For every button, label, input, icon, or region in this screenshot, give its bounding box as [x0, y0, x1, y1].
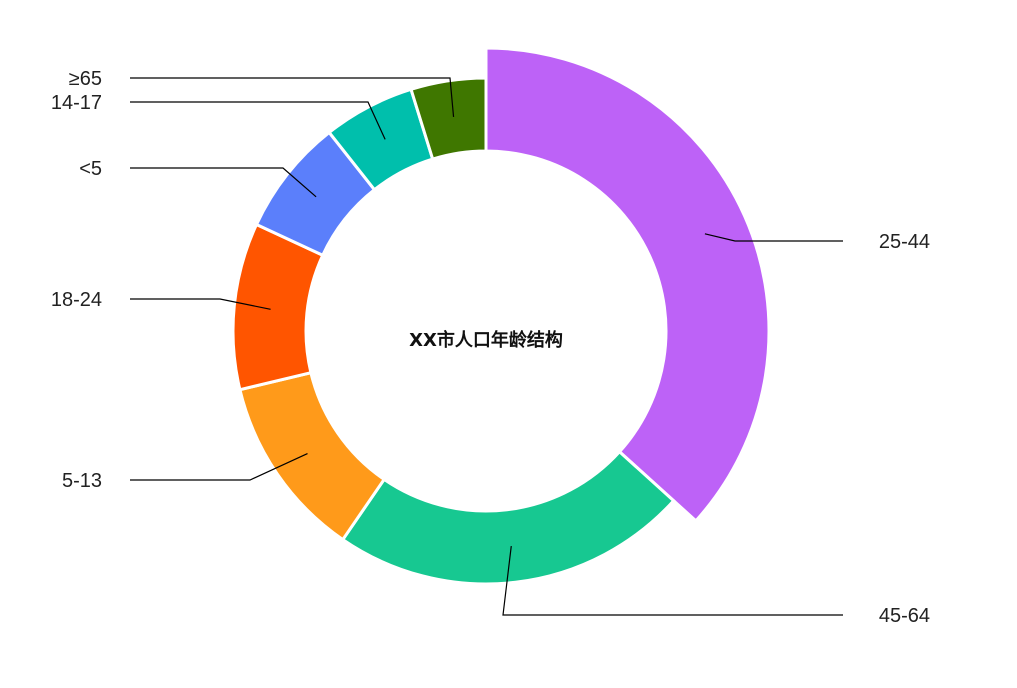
- slice-25-44[interactable]: [484, 46, 771, 523]
- slice-label-lt5: <5: [79, 158, 102, 180]
- leader-line-14-17: [130, 101, 386, 140]
- slice-gte65[interactable]: [409, 76, 488, 161]
- leader-line-18-24: [130, 298, 271, 310]
- leader-line-gte65: [130, 77, 455, 117]
- slice-label-18-24: 18-24: [51, 289, 102, 311]
- slice-label-5-13: 5-13: [62, 470, 102, 492]
- leader-lines-layer: [130, 77, 843, 616]
- leader-line-45-64: [502, 545, 843, 616]
- leader-line-5-13: [130, 452, 308, 481]
- slice-45-64[interactable]: [340, 449, 676, 586]
- slice-label-45-64: 45-64: [879, 605, 930, 627]
- slice-label-gte65: ≥65: [69, 68, 102, 90]
- slices-layer: [231, 46, 771, 586]
- slice-label-14-17: 14-17: [51, 92, 102, 114]
- chart-title: XX市人口年龄结构: [409, 329, 563, 351]
- leader-line-25-44: [704, 233, 843, 242]
- slice-label-25-44: 25-44: [879, 231, 930, 253]
- leader-line-lt5: [130, 167, 317, 198]
- labels-layer: 25-44 45-64 5-13 18-24 <5 14-17≥65: [51, 68, 930, 627]
